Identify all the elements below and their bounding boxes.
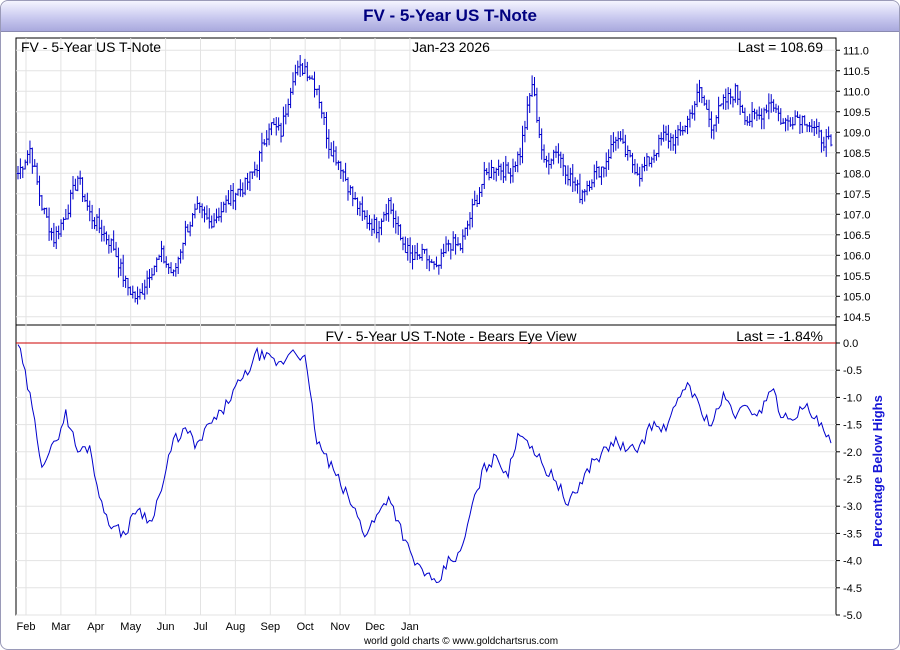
bottom-y-tick-label: -2.5 xyxy=(843,474,862,486)
top-y-tick-label: 111.0 xyxy=(843,45,869,57)
x-tick-label: Sep xyxy=(261,621,281,633)
bottom-y-tick-label: -1.5 xyxy=(843,420,862,432)
x-tick-label: Dec xyxy=(365,621,385,633)
chart-frame xyxy=(15,37,837,616)
top-y-tick-label: 106.0 xyxy=(843,250,871,262)
top-panel-last: Last = 108.69 xyxy=(738,39,823,55)
bottom-y-tick-label: 0.0 xyxy=(843,338,858,350)
top-y-tick-label: 107.5 xyxy=(843,189,871,201)
window-title: FV - 5-Year US T-Note xyxy=(1,1,899,32)
top-y-tick-label: 109.0 xyxy=(843,127,871,139)
bottom-y-tick-label: -4.5 xyxy=(843,583,862,595)
top-y-tick-label: 104.5 xyxy=(843,312,871,324)
x-tick-label: Feb xyxy=(17,621,36,633)
top-panel-title: FV - 5-Year US T-Note xyxy=(21,39,161,55)
top-y-tick-label: 110.0 xyxy=(843,86,870,98)
bottom-y-axis-label: Percentage Below Highs xyxy=(870,395,885,547)
x-tick-label: Mar xyxy=(51,621,70,633)
top-y-tick-label: 105.0 xyxy=(843,291,871,303)
x-tick-label: Nov xyxy=(330,621,350,633)
bottom-y-tick-label: -1.0 xyxy=(843,392,862,404)
top-y-tick-label: 110.5 xyxy=(843,66,870,78)
bottom-panel-title: FV - 5-Year US T-Note - Bears Eye View xyxy=(325,328,577,344)
x-tick-label: Aug xyxy=(226,621,246,633)
top-y-tick-label: 106.5 xyxy=(843,230,871,242)
axis-ticks: Feb Mar Apr May Jun Jul Aug Sep Oct Nov Dec Jan 111.… xyxy=(17,45,871,633)
bears-eye-series xyxy=(17,344,832,584)
bottom-y-tick-label: -5.0 xyxy=(843,610,862,622)
x-tick-label: Oct xyxy=(297,621,314,633)
x-tick-label: Apr xyxy=(87,621,104,633)
x-tick-label: Jul xyxy=(193,621,207,633)
credit-text: world gold charts © www.goldchartsrus.co… xyxy=(363,636,558,647)
bottom-y-tick-label: -3.0 xyxy=(843,501,862,513)
bottom-y-tick-label: -3.5 xyxy=(843,528,862,540)
top-y-tick-label: 108.5 xyxy=(843,148,871,160)
bottom-y-tick-label: -4.0 xyxy=(843,556,862,568)
top-y-tick-label: 107.0 xyxy=(843,209,871,221)
top-y-tick-label: 109.5 xyxy=(843,107,871,119)
x-tick-label: May xyxy=(120,621,141,633)
price-bars xyxy=(16,54,833,305)
top-y-tick-label: 105.5 xyxy=(843,271,871,283)
x-tick-label: Jan xyxy=(401,621,419,633)
top-panel-date: Jan-23 2026 xyxy=(412,39,490,55)
bottom-y-tick-label: -0.5 xyxy=(843,365,862,377)
bears-eye-line xyxy=(16,342,836,584)
grid xyxy=(16,38,836,616)
x-tick-label: Jun xyxy=(157,621,175,633)
top-y-tick-label: 108.0 xyxy=(843,168,871,180)
bottom-y-tick-label: -2.0 xyxy=(843,447,862,459)
bottom-panel-last: Last = -1.84% xyxy=(736,328,823,344)
